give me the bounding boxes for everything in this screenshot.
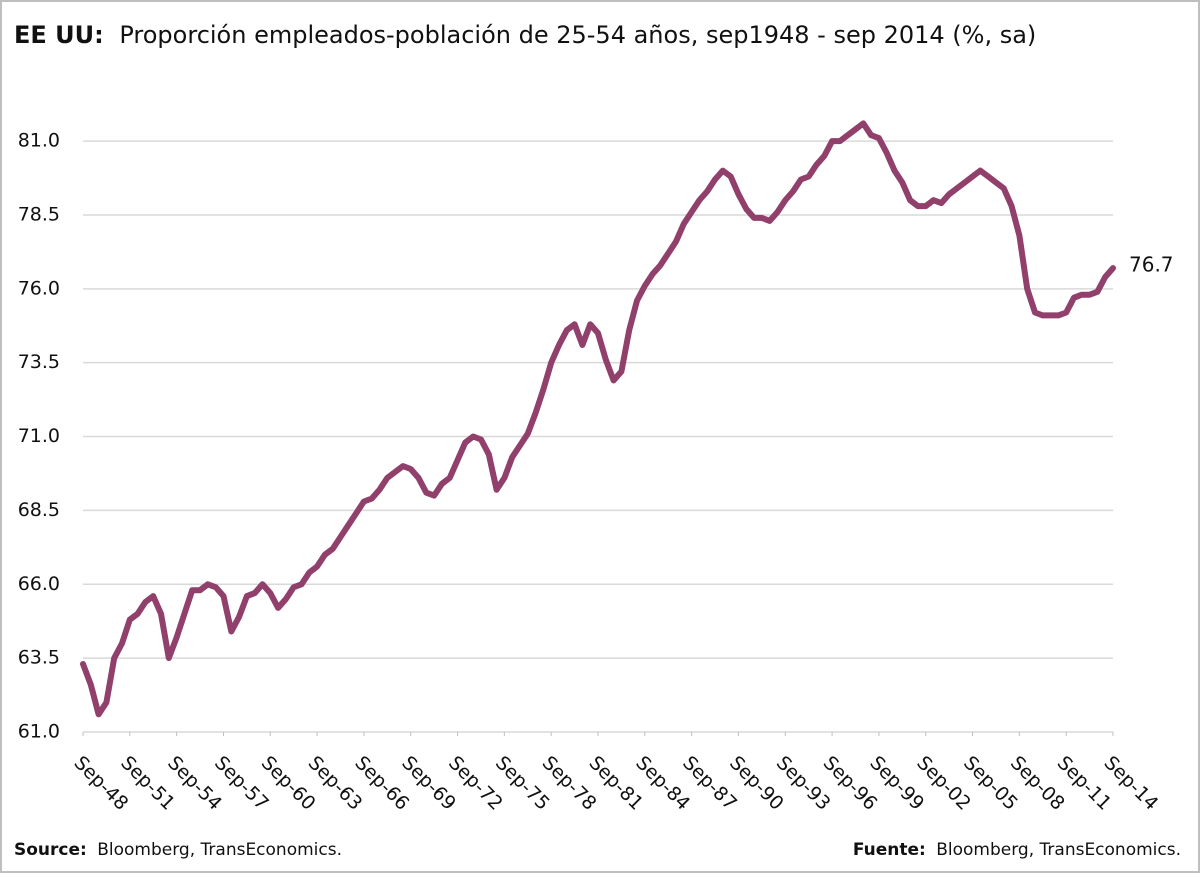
y-tick-label: 76.0	[18, 277, 60, 299]
series-line	[80, 120, 1116, 718]
fuente: Fuente: Bloomberg, TransEconomics.	[853, 840, 1181, 860]
title-text: Proporción empleados-población de 25-54 …	[119, 21, 1036, 49]
y-tick-label: 73.5	[18, 351, 60, 373]
y-tick-label: 78.5	[18, 203, 60, 225]
y-tick-label: 68.5	[18, 499, 60, 521]
end-value-label: 76.7	[1129, 253, 1174, 277]
y-tick-label: 66.0	[18, 573, 60, 595]
fuente-text: Bloomberg, TransEconomics.	[936, 840, 1181, 860]
y-tick-label: 63.5	[18, 647, 60, 669]
y-tick-label: 61.0	[18, 721, 60, 743]
chart-title: EE UU: Proporción empleados-población de…	[14, 21, 1036, 49]
y-tick-label: 71.0	[18, 425, 60, 447]
source-label: Source:	[14, 840, 87, 860]
title-prefix: EE UU:	[14, 21, 104, 49]
source-text: Bloomberg, TransEconomics.	[97, 840, 342, 860]
source: Source: Bloomberg, TransEconomics.	[14, 840, 342, 860]
fuente-label: Fuente:	[853, 840, 926, 860]
y-tick-label: 81.0	[18, 130, 60, 152]
